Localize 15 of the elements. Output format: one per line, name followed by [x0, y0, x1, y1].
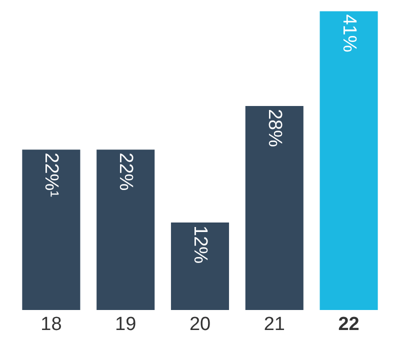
data-label: 41% — [338, 14, 360, 52]
bar — [170, 222, 230, 310]
bar — [320, 11, 378, 310]
x-tick-label: 22 — [338, 314, 360, 335]
data-label: 22%¹ — [40, 152, 62, 198]
data-label: 22% — [115, 152, 136, 191]
x-tick-label: 19 — [115, 314, 136, 335]
x-tick-label: 20 — [189, 314, 211, 335]
x-tick-label: 21 — [264, 314, 285, 335]
data-label: 12% — [190, 226, 210, 264]
bar — [245, 106, 304, 310]
data-label: 28% — [264, 108, 285, 148]
x-tick-label: 18 — [40, 314, 62, 335]
bar — [22, 150, 80, 310]
bar — [96, 150, 155, 310]
